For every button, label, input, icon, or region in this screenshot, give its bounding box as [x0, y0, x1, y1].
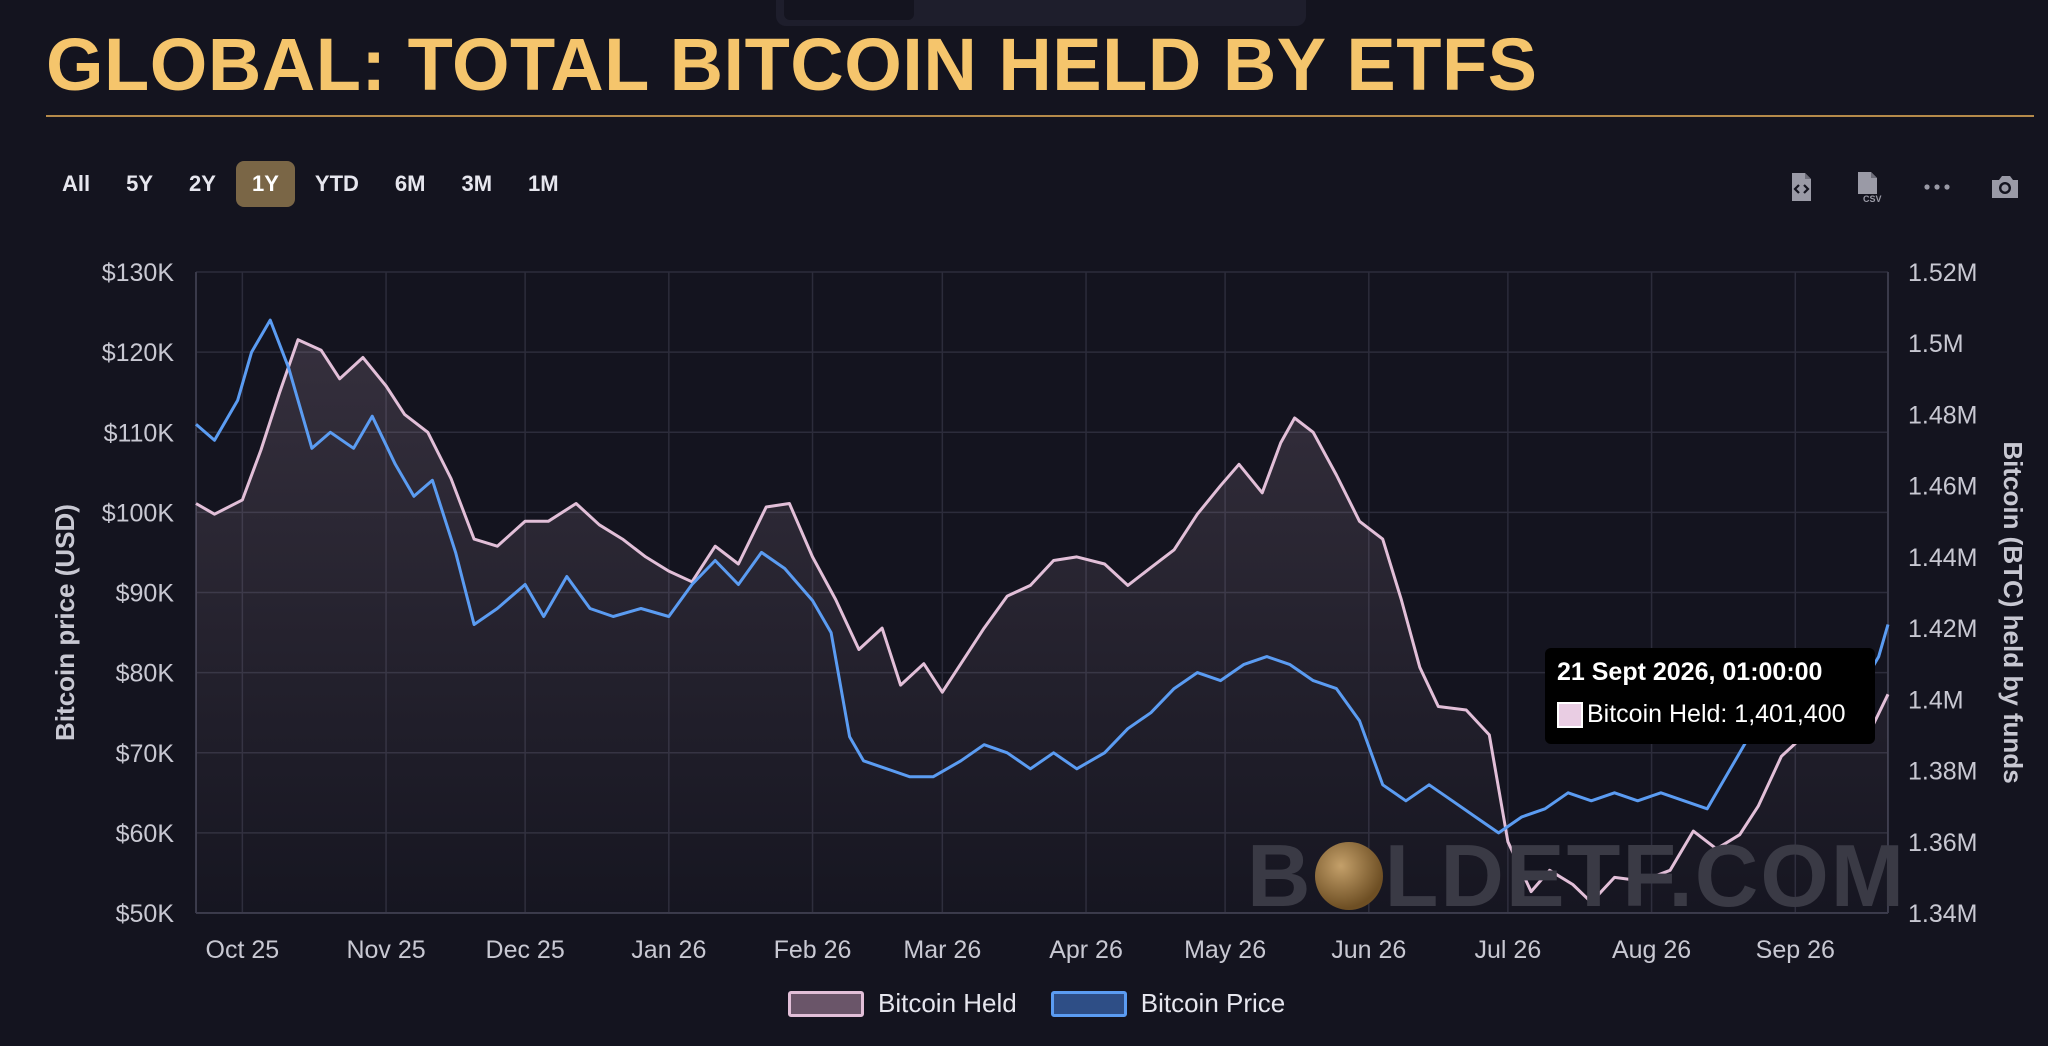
legend-item-bitcoin-held[interactable]: Bitcoin Held: [788, 988, 1017, 1019]
x-tick-label: Apr 26: [1049, 936, 1123, 964]
csv-label: CSV: [1863, 194, 1882, 204]
left-tick-label: $90K: [116, 580, 175, 608]
right-tick-label: 1.48M: [1908, 401, 1977, 429]
x-tick-label: Mar 26: [903, 936, 981, 964]
page-title: GLOBAL: TOTAL BITCOIN HELD BY ETFS: [46, 23, 1538, 106]
left-tick-label: $60K: [116, 820, 175, 848]
x-tick-label: Jun 26: [1331, 936, 1406, 964]
right-tick-label: 1.46M: [1908, 473, 1977, 501]
x-tick-label: Nov 25: [346, 936, 425, 964]
legend-swatch-held: [788, 990, 864, 1017]
tooltip-swatch: [1557, 701, 1583, 728]
right-tick-label: 1.42M: [1908, 615, 1977, 643]
x-tick-label: Feb 26: [774, 936, 852, 964]
x-tick-label: Jul 26: [1475, 936, 1542, 964]
right-axis-ticks: 1.52M 1.5M 1.48M 1.46M 1.44M 1.42M 1.4M 1.38M 1.…: [1908, 259, 1977, 928]
right-tick-label: 1.36M: [1908, 829, 1977, 857]
camera-icon[interactable]: [1986, 168, 2024, 206]
range-button-2y[interactable]: 2Y: [189, 171, 216, 196]
tooltip-row: Bitcoin Held: 1,401,400: [1557, 700, 1846, 729]
range-selector: All 5Y 2Y 1Y YTD 6M 3M 1M: [46, 161, 575, 207]
left-tick-label: $70K: [116, 740, 175, 768]
top-tab-segment[interactable]: [784, 0, 914, 20]
legend-swatch-price: [1050, 990, 1127, 1017]
legend-label-held: Bitcoin Held: [878, 988, 1017, 1018]
watermark-text-left: B: [1247, 826, 1313, 925]
series-line-bitcoin-price: [195, 318, 1890, 835]
left-tick-label: $120K: [102, 339, 175, 367]
range-button-3m[interactable]: 3M: [461, 171, 493, 196]
watermark-text-right: LDETF.COM: [1384, 826, 1907, 925]
series-line-bitcoin-held: [195, 338, 1890, 904]
right-tick-label: 1.52M: [1908, 259, 1977, 287]
range-button-ytd[interactable]: YTD: [314, 171, 359, 196]
x-tick-label: Jan 26: [631, 936, 706, 964]
chart-tooltip: 21 Sept 2026, 01:00:00 Bitcoin Held: 1,4…: [1545, 648, 1875, 744]
right-tick-label: 1.5M: [1908, 330, 1964, 358]
x-tick-label: Oct 25: [206, 936, 280, 964]
chart-toolbar: CSV: [1782, 168, 2024, 206]
left-axis-title: Bitcoin price (USD): [50, 504, 80, 741]
left-tick-label: $130K: [102, 259, 175, 287]
bitcoin-coin-icon: [1314, 842, 1383, 910]
right-tick-label: 1.4M: [1908, 686, 1964, 714]
range-button-1y[interactable]: 1Y: [235, 161, 295, 207]
more-options-icon[interactable]: [1918, 168, 1956, 206]
series-area-bitcoin-held: [196, 339, 1888, 913]
right-tick-label: 1.38M: [1908, 758, 1977, 786]
left-tick-label: $80K: [116, 660, 175, 688]
boldetf-watermark: B LDETF.COM: [1247, 825, 1906, 927]
left-tick-label: $50K: [116, 900, 175, 928]
x-tick-label: Dec 25: [486, 936, 565, 964]
x-axis-ticks: Oct 25 Nov 25 Dec 25 Jan 26 Feb 26 Mar 26 Apr …: [206, 936, 1835, 964]
range-button-5y[interactable]: 5Y: [126, 171, 154, 196]
export-code-icon[interactable]: [1782, 168, 1820, 206]
top-tab-strip: [776, 0, 1306, 26]
left-tick-label: $110K: [104, 419, 175, 447]
chart-legend: Bitcoin Held Bitcoin Price: [788, 988, 1285, 1019]
range-button-1m[interactable]: 1M: [528, 171, 559, 196]
export-csv-icon[interactable]: CSV: [1850, 168, 1888, 206]
title-divider: [46, 115, 2034, 117]
left-axis-ticks: $130K $120K $110K $100K $90K $80K $70K $60K $50K: [102, 259, 175, 928]
right-axis-title: Bitcoin (BTC) held by funds: [1998, 441, 2028, 783]
left-tick-label: $100K: [102, 499, 175, 527]
legend-label-price: Bitcoin Price: [1140, 988, 1286, 1018]
tooltip-date: 21 Sept 2026, 01:00:00: [1557, 658, 1823, 686]
x-tick-label: Sep 26: [1756, 936, 1835, 964]
range-button-all[interactable]: All: [62, 171, 91, 196]
right-tick-label: 1.44M: [1908, 544, 1977, 572]
x-tick-label: Aug 26: [1612, 936, 1691, 964]
range-button-6m[interactable]: 6M: [394, 171, 426, 196]
legend-item-bitcoin-price[interactable]: Bitcoin Price: [1050, 988, 1286, 1019]
tooltip-label: Bitcoin Held: 1,401,400: [1587, 700, 1846, 728]
right-tick-label: 1.34M: [1908, 900, 1977, 928]
x-tick-label: May 26: [1184, 936, 1266, 964]
series-layer: [195, 318, 1890, 913]
